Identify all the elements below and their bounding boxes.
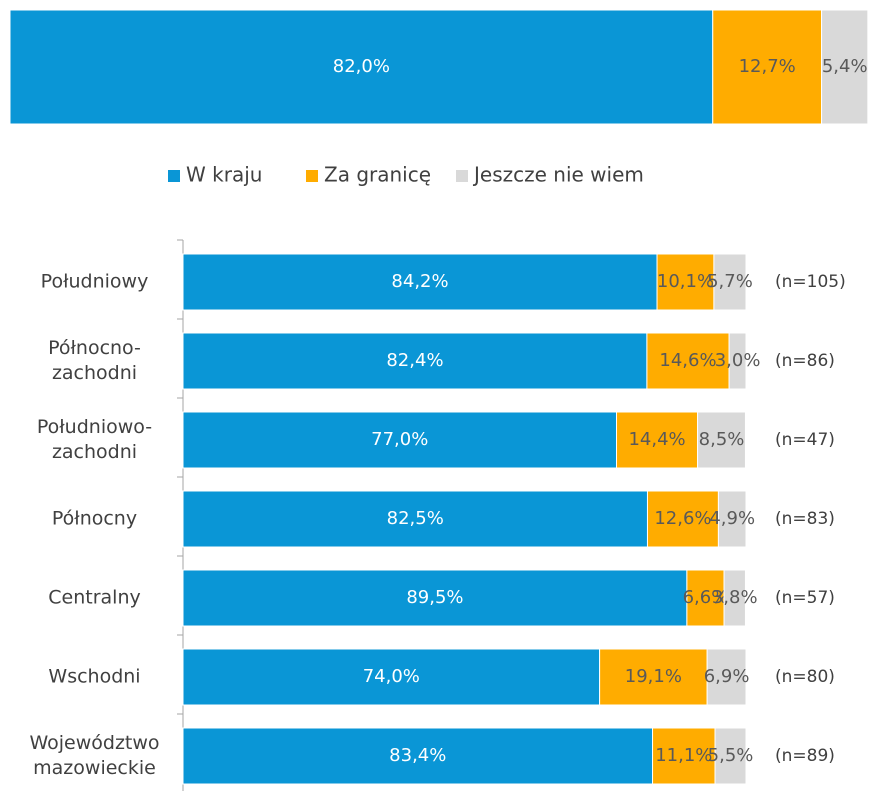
value-label: 10,1%: [657, 271, 714, 292]
value-label: 4,9%: [709, 508, 755, 529]
bar-segment: [697, 411, 746, 469]
bar-segment: [182, 648, 601, 706]
bar-segment: [723, 569, 746, 627]
category-label: Północny: [51, 507, 138, 530]
bar-segment: [646, 332, 730, 390]
category-label: Południowo-zachodni: [36, 416, 153, 463]
bar-segment: [712, 9, 823, 125]
bar-segment: [9, 9, 714, 125]
value-label: 19,1%: [625, 666, 682, 687]
legend-swatch: [456, 170, 468, 182]
bar-segment: [182, 490, 648, 548]
bar-segment: [599, 648, 708, 706]
value-label: 5,5%: [708, 745, 754, 766]
value-label: 14,4%: [628, 429, 685, 450]
legend-label: Jeszcze nie wiem: [472, 163, 644, 187]
value-label: 5,4%: [822, 56, 868, 77]
annotation: (n=47): [775, 430, 835, 450]
bar-segment: [646, 490, 719, 548]
annotation: (n=86): [775, 351, 835, 371]
legend-label: Za granicę: [324, 163, 431, 187]
bar-segment: [717, 490, 747, 548]
value-label: 83,4%: [389, 745, 446, 766]
bar-segment: [821, 9, 869, 125]
legend-label: W kraju: [186, 163, 262, 187]
value-label: 82,5%: [387, 508, 444, 529]
value-label: 82,4%: [386, 350, 443, 371]
category-label: Województwo mazowieckie: [29, 732, 160, 779]
legend-swatch: [306, 170, 318, 182]
legend-swatch: [168, 170, 180, 182]
bar-segment: [182, 253, 658, 311]
value-label: 6,6%: [683, 587, 729, 608]
bar-segment: [182, 569, 688, 627]
bar-segment: [706, 648, 747, 706]
value-label: 89,5%: [406, 587, 463, 608]
category-label: Wschodni: [48, 665, 141, 688]
bar-segment: [182, 411, 618, 469]
value-label: 8,5%: [699, 429, 745, 450]
bar-segment: [182, 332, 648, 390]
value-label: 84,2%: [391, 271, 448, 292]
annotation: (n=105): [775, 272, 846, 292]
value-label: 11,1%: [655, 745, 712, 766]
bar-segment: [714, 727, 747, 785]
value-label: 82,0%: [333, 56, 390, 77]
annotation: (n=57): [775, 588, 835, 608]
annotation: (n=83): [775, 509, 835, 529]
value-label: 12,7%: [739, 56, 796, 77]
value-label: 74,0%: [363, 666, 420, 687]
bar-segment: [728, 332, 747, 390]
category-label: Północno-zachodni: [48, 337, 141, 384]
bar-segment: [182, 727, 654, 785]
value-label: 3,8%: [712, 587, 758, 608]
category-label: Południowy: [40, 270, 149, 293]
value-label: 12,6%: [654, 508, 711, 529]
value-label: 6,9%: [704, 666, 750, 687]
value-label: 77,0%: [371, 429, 428, 450]
bar-segment: [652, 727, 716, 785]
annotation: (n=89): [775, 746, 835, 766]
value-label: 5,7%: [707, 271, 753, 292]
annotation: (n=80): [775, 667, 835, 687]
value-label: 14,6%: [659, 350, 716, 371]
bar-segment: [713, 253, 747, 311]
value-label: 3,0%: [715, 350, 761, 371]
category-label: Centralny: [48, 586, 141, 609]
